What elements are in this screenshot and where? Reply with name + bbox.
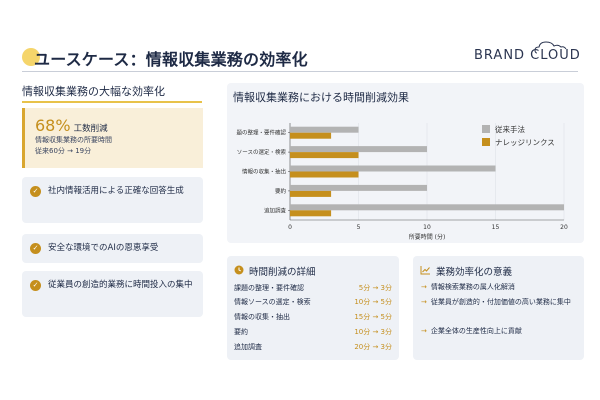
y-tick-label: 要約 — [275, 187, 287, 195]
bar-knowledgelinks — [290, 152, 359, 159]
detail-row-label: 要約 — [234, 328, 248, 336]
chart-panel — [227, 83, 584, 243]
check-circle-icon: ✓ — [30, 243, 41, 254]
metric-caption: 情報収集業務の所要時間 — [35, 136, 112, 144]
y-tick-label: 情報の収集・抽出 — [242, 168, 286, 176]
reduction-metric-card: 68% 工数削減 情報収集業務の所要時間 従来60分 → 19分 — [22, 108, 203, 168]
x-tick-label: 15 — [492, 224, 500, 231]
efficiency-item: → 従業員が創造的・付加価値の高い業務に集中 — [421, 297, 571, 307]
bar-knowledgelinks — [290, 210, 332, 217]
x-tick-label: 0 — [288, 224, 292, 231]
clock-icon — [234, 265, 244, 275]
x-tick-label: 5 — [357, 224, 361, 231]
check-circle-icon: ✓ — [30, 280, 41, 291]
arrow-right-icon: → — [421, 283, 427, 291]
bar-conventional — [290, 126, 359, 133]
title-accent-dot — [22, 48, 40, 66]
reduction-percent: 68% — [35, 116, 71, 135]
detail-heading: 時間削減の詳細 — [249, 267, 316, 278]
efficiency-item: → 情報検索業務の属人化解消 — [421, 282, 579, 292]
efficiency-panel — [413, 256, 584, 360]
y-tick-label: 題の整理・要件確認 — [236, 129, 286, 137]
bar-knowledgelinks — [290, 132, 332, 139]
feature-card: ✓ 社内情報活用による正確な回答生成 — [22, 177, 203, 223]
x-tick-label: 20 — [560, 224, 568, 231]
cloud-logo-icon — [534, 41, 567, 54]
detail-row-label: 課題の整理・要件確認 — [234, 284, 304, 292]
bar-knowledgelinks — [290, 190, 332, 197]
arrow-right-icon: → — [421, 327, 427, 335]
detail-panel — [227, 256, 399, 360]
feature-card: ✓ 安全な環境でのAIの恩恵享受 — [22, 234, 203, 263]
legend-label: ナレッジリンクス — [495, 138, 555, 147]
reduction-label: 工数削減 — [73, 124, 108, 134]
arrow-right-icon: → — [421, 298, 427, 306]
bar-conventional — [290, 165, 496, 172]
left-heading-underline — [22, 101, 202, 103]
x-axis-label: 所要時間 (分) — [409, 233, 446, 241]
left-heading: 情報収集業務の大幅な効率化 — [22, 85, 165, 98]
legend-label: 従来手法 — [495, 124, 525, 134]
detail-row-label: 追加調査 — [234, 343, 262, 351]
chart-title: 情報収集業務における時間削減効果 — [233, 91, 409, 104]
detail-row-value: 15分 → 5分 — [354, 313, 392, 321]
bar-knowledgelinks — [290, 171, 359, 178]
feature-text: 社内情報活用による正確な回答生成 — [48, 186, 184, 196]
detail-row-value: 10分 → 5分 — [354, 298, 392, 306]
x-tick-label: 10 — [423, 224, 431, 231]
bar-conventional — [290, 146, 427, 153]
efficiency-item: → 企業全体の生産性向上に貢献 — [421, 326, 579, 336]
detail-row-label: 情報の収集・抽出 — [234, 313, 290, 321]
efficiency-item-text: 企業全体の生産性向上に貢献 — [430, 327, 522, 335]
legend-swatch — [482, 125, 490, 133]
efficiency-item-text: 情報検索業務の属人化解消 — [430, 283, 515, 291]
feature-text: 安全な環境でのAIの恩恵享受 — [48, 243, 159, 253]
check-circle-icon: ✓ — [30, 186, 41, 197]
title-divider — [22, 71, 578, 72]
efficiency-item-text: 従業員が創造的・付加価値の高い業務に集中 — [430, 298, 571, 306]
detail-row-label: 情報ソースの選定・検索 — [234, 298, 311, 306]
detail-row-value: 20分 → 3分 — [354, 343, 392, 351]
detail-row-value: 10分 → 3分 — [354, 328, 392, 336]
brand-logo: BRAND CLOUD — [474, 48, 581, 63]
line-chart-icon — [420, 266, 430, 275]
time-reduction-chart: 0 5 10 15 20 題の整理・要件確認ソースの選定・検索情報の収集・抽出要約追加調査… — [236, 123, 568, 241]
bar-conventional — [290, 184, 427, 191]
efficiency-heading: 業務効率化の意義 — [436, 267, 513, 278]
bar-conventional — [290, 204, 564, 211]
feature-text: 従業員の創造的業務に時間投入の集中 — [48, 280, 193, 290]
y-tick-label: 追加調査 — [264, 206, 287, 214]
legend-swatch — [482, 138, 490, 146]
brand-text: BRAND CLOUD — [474, 48, 581, 63]
feature-card: ✓ 従業員の創造的業務に時間投入の集中 — [22, 271, 203, 317]
page-title: ユースケース：情報収集業務の効率化 — [34, 50, 308, 69]
y-tick-label: ソースの選定・検索 — [237, 148, 287, 156]
metric-before-after: 従来60分 → 19分 — [35, 147, 92, 155]
detail-row-value: 5分 → 3分 — [358, 284, 392, 292]
